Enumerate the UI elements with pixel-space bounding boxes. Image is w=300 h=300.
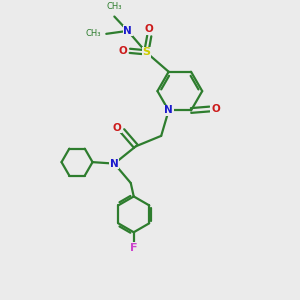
Text: O: O — [113, 123, 122, 133]
Text: O: O — [211, 104, 220, 114]
Text: CH₃: CH₃ — [85, 29, 101, 38]
Text: F: F — [130, 243, 137, 253]
Text: O: O — [119, 46, 128, 56]
Text: N: N — [123, 26, 132, 36]
Text: O: O — [145, 24, 154, 34]
Text: CH₃: CH₃ — [106, 2, 122, 11]
Text: S: S — [142, 47, 150, 57]
Text: N: N — [110, 159, 119, 169]
Text: N: N — [164, 106, 173, 116]
